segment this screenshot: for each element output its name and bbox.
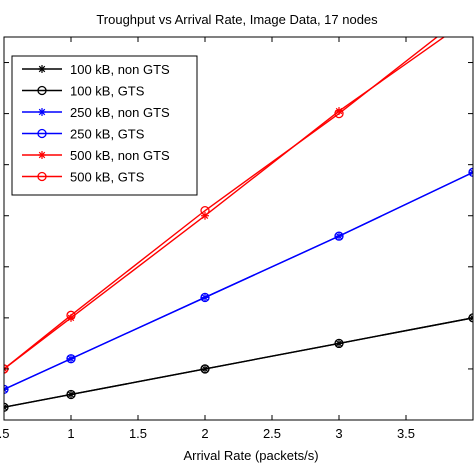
- legend: 100 kB, non GTS 100 kB, GTS 250 kB, non GT…: [11, 55, 198, 196]
- x-tick-label: 2: [201, 426, 208, 441]
- x-tick-label: 1: [67, 426, 74, 441]
- data-point-3-4: [468, 167, 473, 177]
- legend-label-5: 500 kB, GTS: [70, 170, 145, 185]
- marker-stroke: [38, 151, 46, 159]
- series-line-3: [4, 171, 473, 390]
- legend-marker-2: [38, 108, 46, 116]
- data-point-1-3: [334, 338, 344, 349]
- marker-stroke: [469, 169, 473, 174]
- x-tick-label: 2.5: [263, 426, 281, 441]
- legend-label-3: 250 kB, GTS: [70, 127, 145, 142]
- legend-marker-5: [37, 171, 47, 182]
- plot-area: .5 1 1.5 2 2.5 3 3.5 100 kB, non GTS 100 kB, GT…: [0, 36, 474, 441]
- legend-marker-4: [38, 151, 46, 159]
- marker-stroke: [469, 314, 473, 319]
- plot-frame: [3, 36, 474, 421]
- legend-label-0: 100 kB, non GTS: [70, 62, 170, 77]
- x-tick-label: .5: [0, 426, 9, 441]
- legend-label-2: 250 kB, non GTS: [70, 105, 170, 120]
- series-line-1: [4, 317, 473, 408]
- data-point-5-1: [66, 310, 76, 320]
- x-tick-label: 1.5: [129, 426, 147, 441]
- data-point-3-3: [334, 231, 344, 241]
- data-point-5-2: [200, 205, 210, 216]
- marker-stroke: [469, 317, 473, 322]
- data-point-2-4: [469, 168, 473, 177]
- marker-stroke: [38, 65, 46, 73]
- legend-marker-3: [37, 128, 47, 139]
- marker-stroke: [335, 107, 343, 115]
- series-line-5: [4, 37, 439, 370]
- series-layer: [4, 37, 473, 412]
- x-tick-label: 3: [335, 426, 342, 441]
- legend-label-1: 100 kB, GTS: [70, 84, 145, 99]
- marker-stroke: [38, 108, 46, 116]
- marker-stroke: [67, 314, 75, 322]
- data-point-3-0: [4, 384, 9, 395]
- data-point-1-1: [66, 389, 76, 400]
- data-point-1-0: [4, 402, 9, 412]
- data-point-3-1: [66, 354, 76, 364]
- data-point-3-2: [200, 292, 210, 303]
- legend-marker-0: [38, 65, 46, 73]
- data-point-1-2: [200, 364, 210, 374]
- x-tick-label: 3.5: [397, 426, 415, 441]
- legend-marker-1: [37, 85, 47, 96]
- legend-label-4: 500 kB, non GTS: [70, 148, 170, 163]
- x-axis-label: Arrival Rate (packets/s): [183, 448, 318, 463]
- marker-stroke: [469, 171, 473, 176]
- axes-layer: .5 1 1.5 2 2.5 3 3.5: [0, 36, 474, 441]
- chart-title: Troughput vs Arrival Rate, Image Data, 1…: [96, 12, 378, 27]
- data-point-5-3: [334, 108, 344, 119]
- legend-box: [11, 55, 198, 196]
